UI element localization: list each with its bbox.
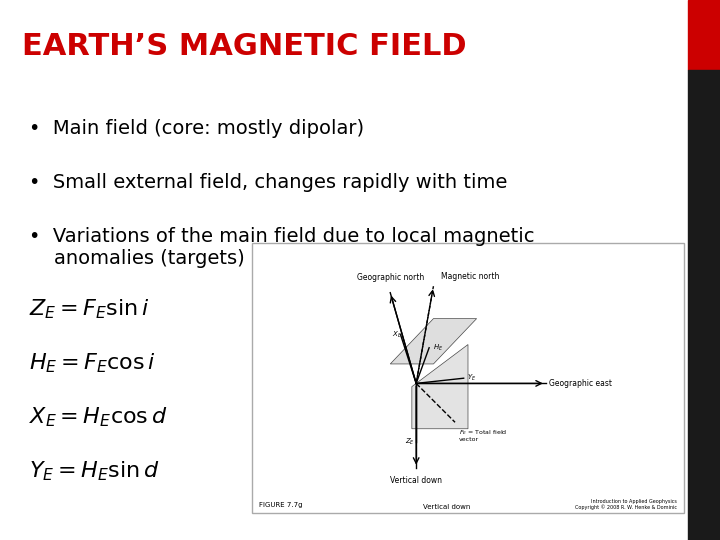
Text: $H_E = F_E \cos i$: $H_E = F_E \cos i$ bbox=[29, 351, 156, 375]
Text: •  Main field (core: mostly dipolar): • Main field (core: mostly dipolar) bbox=[29, 119, 364, 138]
Text: Geographic east: Geographic east bbox=[549, 379, 612, 388]
Polygon shape bbox=[412, 345, 468, 429]
Text: Magnetic north: Magnetic north bbox=[441, 272, 499, 281]
Text: $Y_E$: $Y_E$ bbox=[467, 373, 477, 383]
Text: Geographic north: Geographic north bbox=[356, 273, 424, 282]
Text: •  Variations of the main field due to local magnetic
    anomalies (targets): • Variations of the main field due to lo… bbox=[29, 227, 534, 268]
Text: $Y_E = H_E \sin d$: $Y_E = H_E \sin d$ bbox=[29, 459, 159, 483]
Text: Vertical down: Vertical down bbox=[390, 476, 442, 485]
Text: •  Small external field, changes rapidly with time: • Small external field, changes rapidly … bbox=[29, 173, 507, 192]
Text: $Z_E = F_E \sin i$: $Z_E = F_E \sin i$ bbox=[29, 297, 149, 321]
Text: $Z_E$: $Z_E$ bbox=[405, 437, 415, 447]
Text: Vertical down: Vertical down bbox=[423, 504, 470, 510]
Text: Introduction to Applied Geophysics
Copyright © 2008 R. W. Henke & Dominic: Introduction to Applied Geophysics Copyr… bbox=[575, 499, 677, 510]
Text: $H_E$: $H_E$ bbox=[433, 343, 443, 353]
FancyBboxPatch shape bbox=[252, 243, 684, 513]
Text: EARTH’S MAGNETIC FIELD: EARTH’S MAGNETIC FIELD bbox=[22, 32, 467, 62]
Polygon shape bbox=[390, 319, 477, 364]
Text: $X_E = H_E \cos d$: $X_E = H_E \cos d$ bbox=[29, 405, 167, 429]
Bar bbox=[688, 0, 720, 70]
Text: $X_E$: $X_E$ bbox=[392, 330, 402, 340]
Bar bbox=[688, 70, 720, 540]
Text: $F_E$ = Total field
vector: $F_E$ = Total field vector bbox=[459, 428, 507, 442]
Text: FIGURE 7.7g: FIGURE 7.7g bbox=[259, 502, 302, 508]
